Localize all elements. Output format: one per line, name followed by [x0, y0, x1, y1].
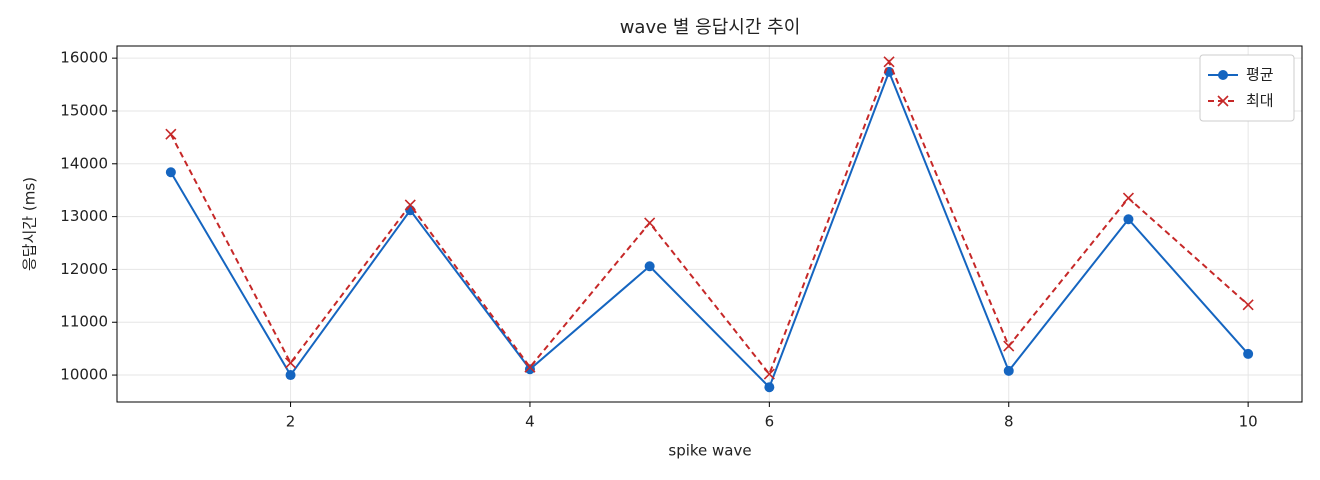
marker — [285, 370, 296, 381]
y-tick-label: 12000 — [60, 260, 108, 278]
marker — [524, 364, 535, 375]
marker — [165, 128, 177, 140]
y-tick-label: 15000 — [60, 101, 108, 119]
marker — [644, 217, 656, 229]
y-axis-label: 응답시간 (ms) — [21, 177, 39, 271]
x-tick-label: 2 — [286, 413, 296, 431]
legend-label: 최대 — [1246, 92, 1274, 110]
plot-frame — [116, 45, 1303, 403]
marker — [1123, 214, 1134, 225]
marker — [644, 261, 655, 272]
marker — [1003, 340, 1015, 352]
x-tick-label: 4 — [525, 413, 535, 431]
marker — [524, 361, 536, 373]
x-axis-label: spike wave — [668, 442, 751, 460]
legend-label: 평균 — [1246, 66, 1274, 84]
marker — [1217, 95, 1229, 107]
marker — [764, 382, 775, 393]
marker — [1003, 365, 1014, 376]
y-tick-label: 14000 — [60, 154, 108, 172]
marker — [284, 357, 297, 369]
y-tick-label: 11000 — [60, 313, 108, 331]
x-tick-label: 10 — [1239, 413, 1258, 431]
marker — [1243, 348, 1254, 359]
marker — [1122, 192, 1135, 204]
marker — [883, 56, 895, 68]
y-tick-label: 13000 — [60, 207, 108, 225]
y-tick-label: 16000 — [60, 49, 108, 67]
x-tick-label: 8 — [1004, 413, 1014, 431]
marker — [1242, 299, 1254, 311]
x-tick-label: 6 — [765, 413, 775, 431]
series-line — [169, 59, 1249, 377]
chart-title: wave 별 응답시간 추이 — [620, 17, 801, 38]
y-tick-label: 10000 — [60, 366, 108, 384]
marker — [165, 167, 176, 178]
marker — [1218, 70, 1228, 80]
marker — [763, 368, 775, 380]
marker — [404, 199, 416, 211]
series-line — [170, 69, 1249, 390]
